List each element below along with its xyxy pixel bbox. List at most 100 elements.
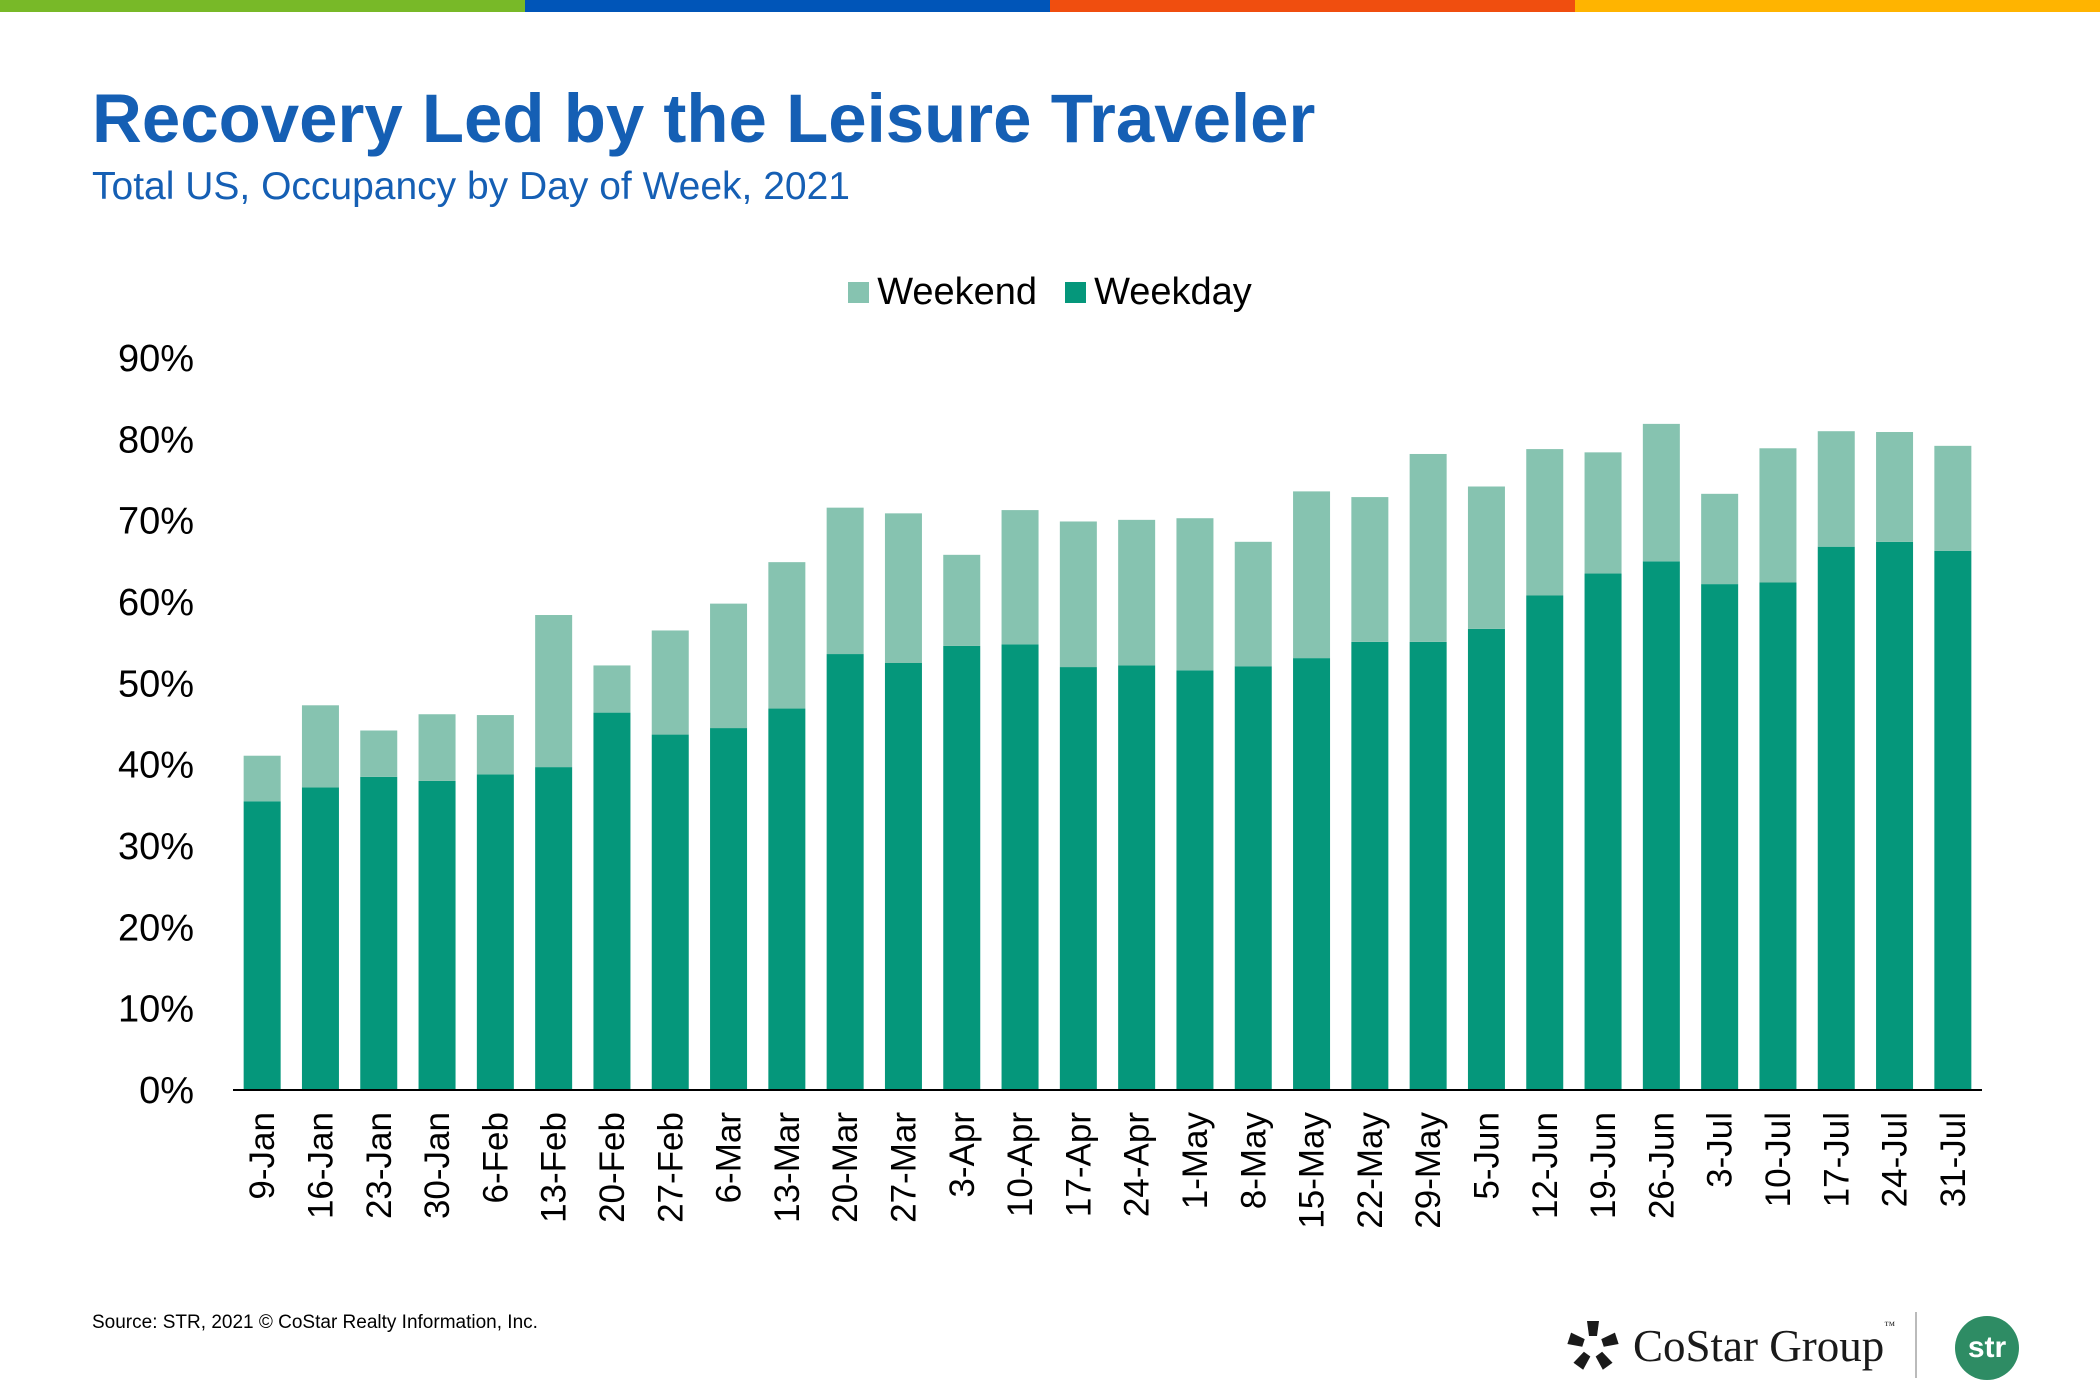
page-title: Recovery Led by the Leisure Traveler bbox=[92, 80, 1316, 157]
chart-legend: Weekend Weekday bbox=[0, 271, 2100, 314]
x-tick-label: 24-Apr bbox=[1118, 1112, 1157, 1217]
bar-weekend bbox=[1934, 445, 1972, 551]
bar-weekday bbox=[884, 663, 922, 1090]
x-tick-label: 9-Jan bbox=[243, 1112, 282, 1200]
bar-weekend bbox=[651, 630, 689, 735]
bar-weekend bbox=[418, 714, 456, 781]
bar-weekend bbox=[1526, 449, 1564, 596]
bar-weekday bbox=[1409, 641, 1447, 1090]
x-tick-label: 17-Apr bbox=[1059, 1112, 1098, 1217]
bar-weekend bbox=[1642, 423, 1680, 562]
x-tick-label: 20-Mar bbox=[826, 1112, 865, 1223]
x-tick-label: 15-May bbox=[1293, 1112, 1332, 1229]
bar-weekend bbox=[1176, 518, 1214, 671]
x-tick-label: 1-May bbox=[1176, 1112, 1215, 1210]
bar-weekend bbox=[1001, 510, 1039, 645]
bar-weekend bbox=[768, 562, 806, 709]
bar-weekday bbox=[1293, 658, 1331, 1090]
x-tick-label: 6-Mar bbox=[710, 1112, 749, 1204]
x-tick-label: 30-Jan bbox=[418, 1112, 457, 1219]
bar-weekend bbox=[476, 715, 514, 775]
bar-weekday bbox=[301, 787, 339, 1090]
bar-weekend bbox=[1409, 453, 1447, 642]
stripe-yellow bbox=[1575, 0, 2100, 12]
bar-weekday bbox=[1234, 666, 1272, 1090]
y-tick-label: 70% bbox=[118, 501, 194, 543]
bar-weekend bbox=[243, 755, 281, 802]
bar-weekend bbox=[535, 615, 573, 768]
x-tick-label: 27-Feb bbox=[651, 1112, 690, 1223]
bar-weekday bbox=[1759, 582, 1797, 1090]
stripe-orange bbox=[1050, 0, 1575, 12]
x-tick-label: 13-Mar bbox=[768, 1112, 807, 1223]
x-tick-label: 27-Mar bbox=[884, 1112, 923, 1223]
bar-weekday bbox=[1118, 665, 1156, 1090]
bar-weekday bbox=[1817, 546, 1855, 1090]
bar-weekday bbox=[651, 734, 689, 1090]
bar-weekday bbox=[710, 728, 748, 1090]
x-tick-label: 8-May bbox=[1234, 1112, 1273, 1210]
x-tick-label: 23-Jan bbox=[360, 1112, 399, 1219]
bar-weekday bbox=[768, 708, 806, 1090]
bar-weekend bbox=[1234, 541, 1272, 667]
x-tick-label: 10-Apr bbox=[1001, 1112, 1040, 1217]
x-tick-label: 3-Apr bbox=[943, 1112, 982, 1198]
bar-weekend bbox=[1817, 431, 1855, 547]
bar-weekday bbox=[1526, 595, 1564, 1090]
y-tick-label: 20% bbox=[118, 907, 194, 949]
bar-weekend bbox=[826, 507, 864, 655]
bar-weekday bbox=[1467, 628, 1505, 1090]
y-tick-label: 10% bbox=[118, 989, 194, 1031]
stripe-blue bbox=[525, 0, 1050, 12]
bar-weekday bbox=[1584, 573, 1622, 1090]
bar-weekend bbox=[1059, 521, 1097, 668]
x-tick-label: 16-Jan bbox=[301, 1112, 340, 1219]
x-tick-label: 26-Jun bbox=[1642, 1112, 1681, 1219]
x-tick-label: 22-May bbox=[1351, 1112, 1390, 1229]
y-tick-label: 90% bbox=[118, 338, 194, 380]
source-note: Source: STR, 2021 © CoStar Realty Inform… bbox=[92, 1312, 538, 1333]
bar-weekday bbox=[943, 645, 981, 1090]
legend-label-weekend: Weekend bbox=[877, 271, 1038, 313]
x-tick-label: 31-Jul bbox=[1934, 1112, 1973, 1207]
x-tick-label: 20-Feb bbox=[593, 1112, 632, 1223]
bar-weekend bbox=[360, 730, 398, 777]
y-tick-label: 80% bbox=[118, 419, 194, 461]
x-tick-label: 19-Jun bbox=[1584, 1112, 1623, 1219]
bar-weekday bbox=[476, 774, 514, 1090]
bar-weekend bbox=[1351, 497, 1389, 642]
y-tick-label: 30% bbox=[118, 826, 194, 868]
bar-weekend bbox=[943, 554, 981, 646]
y-tick-label: 0% bbox=[139, 1070, 194, 1112]
bar-weekend bbox=[1467, 486, 1505, 629]
bar-weekend bbox=[1876, 432, 1914, 542]
x-tick-label: 13-Feb bbox=[535, 1112, 574, 1223]
bar-weekday bbox=[1001, 644, 1039, 1090]
str-logo: str bbox=[1955, 1316, 2019, 1380]
x-tick-label: 29-May bbox=[1409, 1112, 1448, 1229]
bar-weekend bbox=[1759, 448, 1797, 583]
bar-weekday bbox=[360, 776, 398, 1090]
bar-weekend bbox=[301, 705, 339, 788]
bar-weekend bbox=[593, 665, 631, 713]
bar-weekday bbox=[418, 780, 456, 1090]
legend-swatch-weekend bbox=[848, 282, 870, 303]
bar-weekend bbox=[1701, 493, 1739, 585]
y-tick-label: 40% bbox=[118, 745, 194, 787]
legend-item-weekday: Weekday bbox=[1065, 271, 1252, 314]
legend-swatch-weekday bbox=[1065, 282, 1087, 303]
x-tick-label: 12-Jun bbox=[1526, 1112, 1565, 1219]
x-tick-label: 24-Jul bbox=[1876, 1112, 1915, 1207]
bar-weekday bbox=[1059, 667, 1097, 1090]
x-tick-label: 3-Jul bbox=[1701, 1112, 1740, 1188]
bar-weekday bbox=[1351, 641, 1389, 1090]
bar-weekday bbox=[1642, 561, 1680, 1090]
y-tick-label: 60% bbox=[118, 582, 194, 624]
bar-weekday bbox=[1701, 584, 1739, 1090]
bar-weekday bbox=[593, 712, 631, 1090]
legend-label-weekday: Weekday bbox=[1094, 271, 1252, 313]
logo-divider bbox=[1915, 1312, 1917, 1378]
costar-logo-text: CoStar Group™ bbox=[1633, 1320, 1896, 1371]
x-tick-label: 10-Jul bbox=[1759, 1112, 1798, 1207]
bar-weekday bbox=[1176, 670, 1214, 1090]
